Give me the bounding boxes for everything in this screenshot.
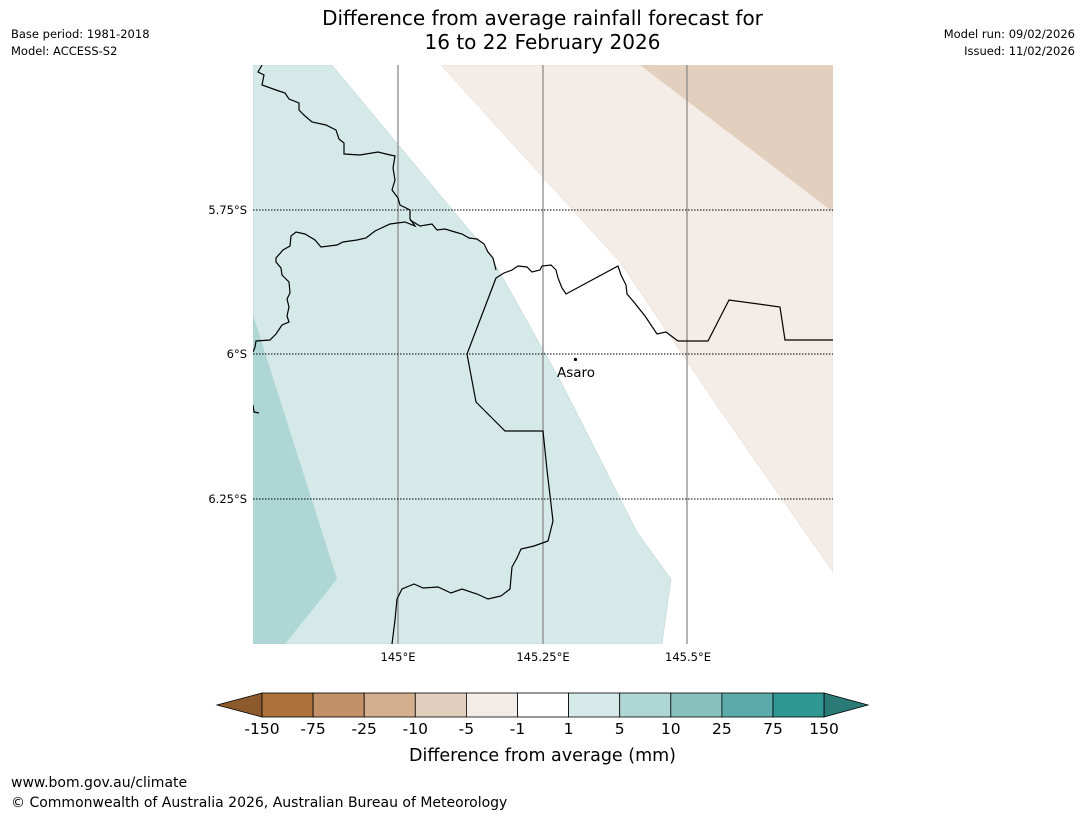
colorbar-tick-label: 75 (763, 720, 783, 738)
colorbar-segment (670, 692, 723, 718)
asaro-marker (573, 357, 578, 362)
colorbar-segment (414, 692, 467, 718)
colorbar-tick-label: 25 (712, 720, 732, 738)
colorbar-tick-label: -25 (351, 720, 377, 738)
base-period: Base period: 1981-2018 (11, 27, 150, 41)
drier-5-to-10-region (640, 65, 833, 212)
run-info: Model run: 09/02/2026 Issued: 11/02/2026 (944, 26, 1075, 60)
colorbar-segment (721, 692, 774, 718)
colorbar-tick-label: -75 (300, 720, 326, 738)
model-name: Model: ACCESS-S2 (11, 44, 118, 58)
colorbar-segment (517, 692, 569, 718)
colorbar-tick-label: 1 (563, 720, 574, 738)
colorbar-tick-label: -150 (244, 720, 280, 738)
colorbar-tick-label: -1 (509, 720, 526, 738)
issued-date: Issued: 11/02/2026 (964, 44, 1075, 58)
lon-label-145-5e: 145.5°E (665, 650, 711, 664)
place-label-asaro: Asaro (557, 365, 596, 381)
meridians (397, 65, 688, 644)
wetter-5-to-10-region (253, 315, 337, 644)
colorbar-tick-label: 5 (614, 720, 625, 738)
colorbar-tick-label: -10 (402, 720, 428, 738)
footer-copyright: © Commonwealth of Australia 2026, Austra… (11, 795, 508, 811)
lon-label-145e: 145°E (380, 650, 416, 664)
colorbar-segment (465, 692, 518, 718)
colorbar-segment (363, 692, 416, 718)
title-line-2: 16 to 22 February 2026 (424, 30, 661, 54)
lat-label-6s: 6°S (226, 347, 247, 361)
colorbar-high-extend (823, 692, 870, 718)
colorbar-segment (261, 692, 314, 718)
province-borders (253, 65, 833, 644)
colorbar-tick-label: 10 (660, 720, 681, 738)
lon-label-145-25e: 145.25°E (516, 650, 570, 664)
colorbar-segment (619, 692, 672, 718)
forecast-map (253, 65, 833, 644)
parallels (253, 209, 833, 500)
drier-1-to-5-region (440, 65, 833, 573)
colorbar-tick-label: 150 (809, 720, 839, 738)
title-line-1: Difference from average rainfall forecas… (322, 6, 763, 30)
colorbar-tick-label: -5 (458, 720, 475, 738)
colorbar-title: Difference from average (mm) (408, 746, 677, 766)
colorbar-segment (772, 692, 825, 718)
colorbar (215, 692, 870, 718)
model-run-date: Model run: 09/02/2026 (943, 27, 1075, 41)
colorbar-low-extend (215, 692, 263, 718)
lat-label-6-25s: 6.25°S (208, 492, 247, 506)
map-title: Difference from average rainfall forecas… (0, 6, 1085, 54)
footer-url: www.bom.gov.au/climate (11, 775, 188, 791)
lat-label-5-75s: 5.75°S (208, 203, 247, 217)
colorbar-segment (312, 692, 365, 718)
colorbar-segment (568, 692, 621, 718)
model-info: Base period: 1981-2018 Model: ACCESS-S2 (11, 26, 150, 60)
